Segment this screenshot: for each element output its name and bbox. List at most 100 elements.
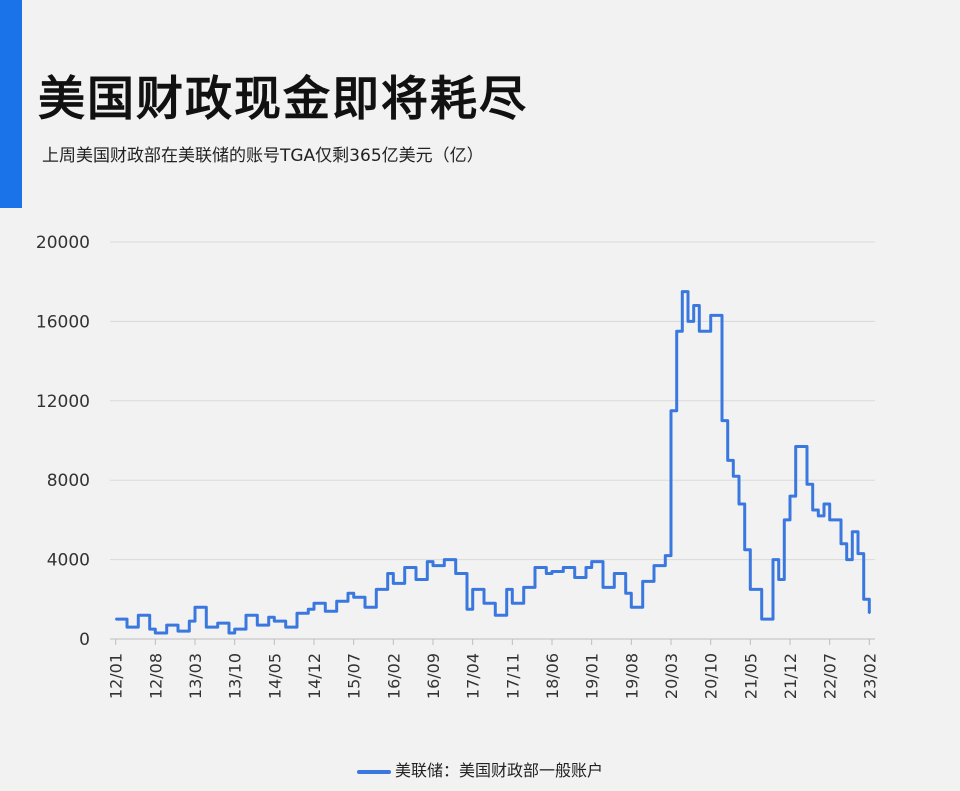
data-point [681, 290, 684, 293]
y-axis-ticks: 0 4000 8000 12000 16000 20000 [36, 233, 90, 650]
x-tick-label: 19/08 [622, 653, 641, 699]
data-point [347, 592, 349, 595]
data-point [698, 330, 701, 333]
data-point [494, 614, 497, 616]
data-point [794, 445, 797, 448]
data-point [386, 572, 389, 575]
data-point [352, 596, 355, 599]
x-tick-label: 22/07 [821, 653, 840, 699]
data-point [783, 519, 786, 521]
x-tick-label: 15/07 [345, 653, 364, 699]
data-point [522, 586, 525, 589]
y-tick-label: 20000 [36, 233, 90, 253]
data-point [590, 560, 593, 563]
data-point [375, 588, 378, 591]
data-point [245, 614, 247, 616]
x-tick-label: 17/11 [503, 653, 522, 699]
x-tick-label: 16/09 [424, 653, 443, 699]
data-point [862, 598, 865, 601]
data-point [811, 509, 814, 511]
data-point [284, 626, 287, 628]
data-point [126, 626, 128, 628]
legend-swatch [356, 769, 391, 774]
y-tick-label: 12000 [36, 392, 90, 412]
data-point [228, 632, 230, 634]
data-point [721, 419, 723, 422]
data-point [726, 459, 729, 462]
data-point [670, 409, 672, 412]
data-point [573, 576, 576, 579]
data-point [432, 564, 434, 567]
x-tick-label: 21/05 [741, 653, 760, 699]
data-point [177, 630, 179, 632]
data-point [823, 503, 825, 505]
x-tick-label: 20/10 [702, 653, 721, 699]
x-tick-label: 20/03 [662, 653, 681, 699]
data-point [165, 624, 168, 626]
data-point [466, 608, 468, 610]
data-point [426, 560, 429, 563]
data-point [194, 606, 196, 608]
data-point [675, 330, 678, 333]
series-line [115, 290, 871, 635]
data-point [471, 588, 474, 591]
data-point [415, 578, 417, 581]
data-point [154, 632, 157, 634]
data-point [335, 600, 338, 603]
data-point [630, 606, 633, 608]
x-tick-label: 23/02 [860, 653, 879, 699]
x-tick-label: 18/06 [543, 653, 562, 699]
data-point [313, 602, 315, 605]
data-point [403, 566, 406, 569]
y-tick-label: 16000 [36, 312, 90, 332]
data-point [585, 566, 587, 569]
data-point [324, 610, 327, 612]
data-point [273, 620, 276, 622]
data-point [205, 626, 208, 628]
data-point [772, 558, 774, 561]
data-point [857, 552, 859, 555]
data-point [188, 620, 191, 622]
x-axis-ticks: 12/01 12/08 13/03 13/10 14/05 14/12 15/07 16/02… [107, 639, 879, 699]
data-point [454, 572, 457, 575]
data-point [534, 566, 536, 569]
data-point [364, 606, 366, 608]
x-tick-label: 16/02 [384, 653, 403, 699]
data-point [709, 314, 712, 317]
data-point [789, 495, 791, 497]
data-point [551, 570, 553, 573]
data-point [443, 558, 446, 561]
x-tick-label: 14/12 [305, 653, 324, 699]
x-tick-label: 17/04 [464, 653, 483, 699]
x-tick-label: 13/03 [186, 653, 205, 699]
x-tick-label: 21/12 [781, 653, 800, 699]
data-point [777, 578, 780, 581]
data-point [641, 580, 644, 583]
data-point [868, 612, 871, 614]
x-tick-label: 19/01 [583, 653, 602, 699]
data-point [840, 542, 842, 545]
accent-bar [0, 0, 22, 208]
y-tick-label: 0 [79, 630, 90, 650]
data-point [692, 304, 695, 307]
data-point [806, 483, 808, 486]
data-point [114, 618, 117, 620]
y-tick-label: 4000 [47, 551, 90, 571]
data-point [148, 628, 151, 630]
chart-subtitle: 上周美国财政部在美联储的账号TGA仅剩365亿美元（亿） [42, 146, 484, 166]
data-point [760, 618, 763, 620]
data-point [505, 588, 508, 591]
x-tick-label: 14/05 [265, 653, 284, 699]
data-point [624, 592, 627, 595]
x-tick-label: 13/10 [226, 653, 245, 699]
legend-label: 美联储：美国财政部一般账户 [394, 761, 603, 780]
data-point [137, 614, 140, 616]
data-point [256, 624, 259, 626]
x-tick-label: 12/01 [107, 653, 126, 699]
data-point [483, 602, 485, 605]
data-point [817, 515, 820, 517]
data-point [743, 548, 746, 551]
data-point [602, 586, 604, 589]
data-point [562, 566, 565, 569]
data-point [613, 572, 616, 575]
